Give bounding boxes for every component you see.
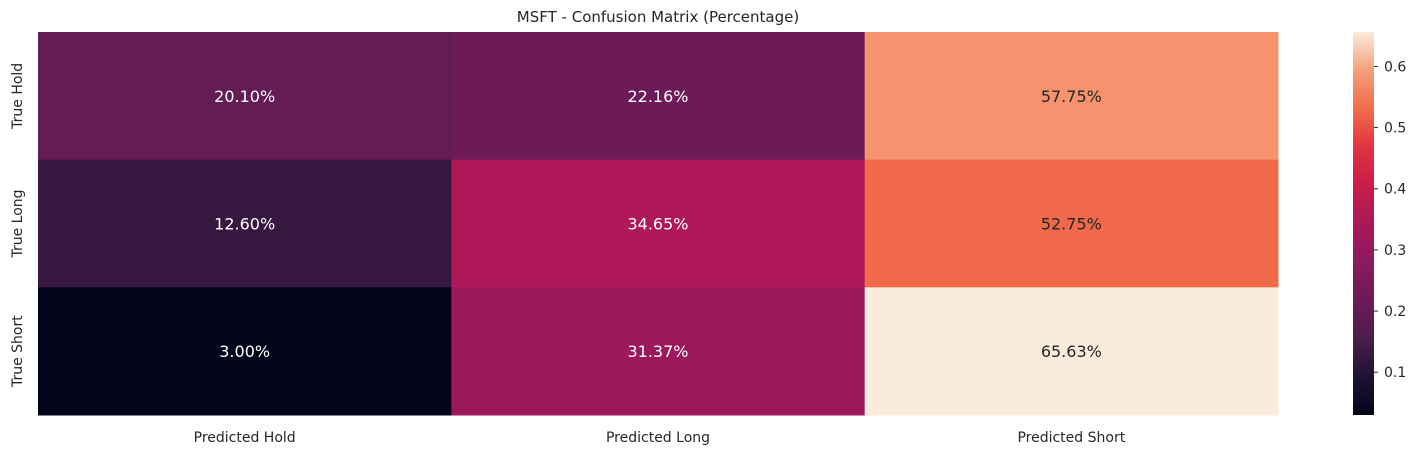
- column-label: Predicted Short: [1017, 430, 1125, 446]
- cell-annotation: 57.75%: [1041, 87, 1102, 106]
- colorbar-tick-label: 0.2: [1384, 304, 1406, 320]
- row-label: True Short: [10, 315, 26, 388]
- colorbar-tick-label: 0.5: [1384, 121, 1406, 137]
- cell-annotation: 34.65%: [627, 215, 688, 234]
- cell-annotation: 3.00%: [219, 342, 270, 361]
- row-label: True Hold: [10, 63, 26, 130]
- heatmap-cells: 20.10% 22.16% 57.75% 12.60% 34.65% 52.75% 3.00…: [38, 32, 1279, 416]
- heatmap-cell: [451, 32, 866, 161]
- colorbar-tick-label: 0.6: [1384, 59, 1406, 75]
- heatmap-cell: [38, 32, 452, 161]
- cell-annotation: 22.16%: [627, 87, 688, 106]
- heatmap-cell: [451, 287, 866, 416]
- colorbar-tick-label: 0.4: [1384, 182, 1406, 198]
- heatmap-cell: [451, 159, 866, 288]
- row-label: True Long: [10, 189, 26, 258]
- heatmap-cell: [864, 159, 1279, 288]
- cell-annotation: 20.10%: [214, 87, 275, 106]
- column-labels: Predicted Hold Predicted Long Predicted Sh…: [194, 430, 1126, 446]
- colorbar: [1353, 32, 1374, 415]
- cell-annotation: 12.60%: [214, 215, 275, 234]
- cell-annotation: 65.63%: [1041, 342, 1102, 361]
- heatmap-cell: [38, 287, 452, 416]
- colorbar-ticks: 0.1 0.2 0.3 0.4 0.5 0.6: [1374, 59, 1406, 381]
- chart-title: MSFT - Confusion Matrix (Percentage): [517, 8, 799, 26]
- heatmap-cell: [864, 32, 1279, 161]
- column-label: Predicted Long: [606, 430, 710, 446]
- colorbar-tick-label: 0.3: [1384, 243, 1406, 259]
- cell-annotation: 52.75%: [1041, 215, 1102, 234]
- cell-annotation: 31.37%: [627, 342, 688, 361]
- heatmap-cell: [38, 159, 452, 288]
- heatmap-cell: [864, 287, 1279, 416]
- column-label: Predicted Hold: [194, 430, 296, 446]
- colorbar-tick-label: 0.1: [1384, 365, 1406, 381]
- row-labels: True Hold True Long True Short: [10, 63, 26, 388]
